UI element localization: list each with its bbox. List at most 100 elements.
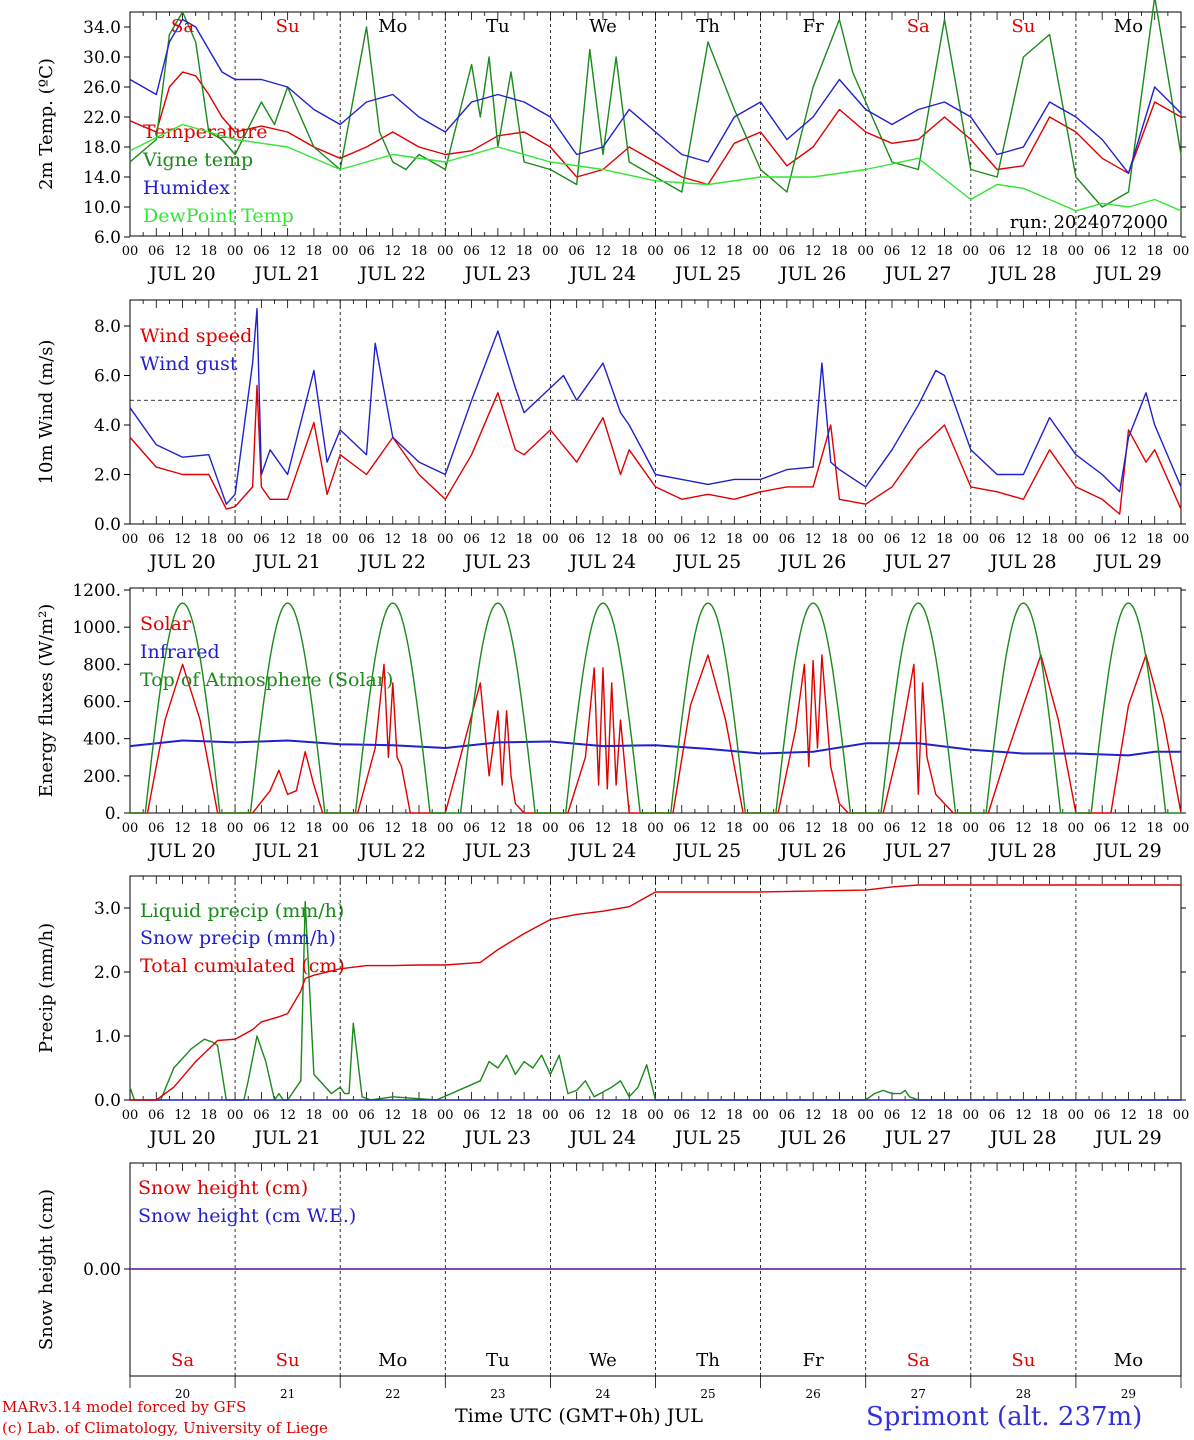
weekday-label: Su: [1011, 16, 1035, 37]
hour-tick-label: 18: [831, 244, 848, 259]
hour-tick-label: 18: [726, 532, 743, 547]
date-label: JUL 26: [778, 840, 846, 862]
hour-tick-label: 06: [358, 1108, 375, 1123]
hour-tick-label: 00: [1068, 1108, 1085, 1123]
bottom-weekday-label: Mo: [378, 1350, 407, 1371]
hour-tick-label: 00: [227, 821, 244, 836]
hour-tick-label: 12: [700, 244, 717, 259]
weekday-label: Sa: [171, 16, 194, 37]
date-label: JUL 26: [778, 551, 846, 573]
hour-tick-label: 18: [1041, 244, 1058, 259]
bottom-day-number: 24: [595, 1387, 611, 1401]
hour-tick-label: 00: [1068, 821, 1085, 836]
hour-tick-label: 18: [411, 532, 428, 547]
hour-tick-label: 12: [805, 532, 822, 547]
date-label: JUL 23: [463, 263, 531, 285]
weekday-label: Mo: [1114, 16, 1143, 37]
bottom-day-number: 27: [911, 1387, 926, 1401]
date-label: JUL 25: [673, 551, 741, 573]
y-tick-label: 600.: [83, 693, 121, 713]
y-tick-label: 30.0: [83, 48, 121, 68]
hour-tick-label: 00: [857, 1108, 874, 1123]
hour-tick-label: 00: [963, 1108, 980, 1123]
lab-credit: (c) Lab. of Climatology, University of L…: [2, 1419, 328, 1437]
hour-tick-label: 00: [963, 244, 980, 259]
date-label: JUL 21: [252, 551, 320, 573]
date-label: JUL 22: [358, 263, 426, 285]
y-axis-title: 10m Wind (m/s): [36, 340, 57, 485]
hour-tick-label: 18: [201, 244, 218, 259]
hour-tick-label: 00: [332, 532, 349, 547]
hour-tick-label: 00: [542, 1108, 559, 1123]
hour-tick-label: 12: [384, 532, 401, 547]
y-tick-label: 1.0: [94, 1027, 121, 1047]
date-label: JUL 27: [883, 840, 951, 862]
weekday-label: Th: [696, 16, 720, 37]
y-tick-label: 3.0: [94, 899, 121, 919]
hour-tick-label: 06: [253, 532, 270, 547]
hour-tick-label: 18: [726, 244, 743, 259]
hour-tick-label: 18: [411, 244, 428, 259]
y-tick-label: 4.0: [94, 416, 121, 436]
bottom-weekday-label: Th: [696, 1350, 720, 1371]
date-label: JUL 22: [358, 1127, 426, 1149]
date-label: JUL 23: [463, 1127, 531, 1149]
series-line-top-of-atmosphere-solar-: [130, 602, 1181, 814]
bottom-weekday-label: Su: [1011, 1350, 1035, 1371]
weekday-label: We: [589, 16, 617, 37]
hour-tick-label: 18: [201, 1108, 218, 1123]
y-tick-label: 2.0: [94, 963, 121, 983]
hour-tick-label: 06: [674, 244, 691, 259]
date-label: JUL 29: [1093, 263, 1161, 285]
hour-tick-label: 12: [279, 1108, 296, 1123]
hour-tick-label: 18: [1041, 532, 1058, 547]
series-line-humidex: [129, 18, 1182, 174]
hour-tick-label: 06: [148, 532, 165, 547]
y-tick-label: 34.0: [83, 18, 121, 38]
run-label: run: 2024072000: [1010, 212, 1168, 233]
hour-tick-label: 00: [1068, 532, 1085, 547]
date-label: JUL 29: [1093, 1127, 1161, 1149]
hour-tick-label: 18: [936, 244, 953, 259]
hour-tick-label: 12: [384, 821, 401, 836]
legend-liquid-precip-mm-h-: Liquid precip (mm/h): [140, 900, 344, 922]
date-label: JUL 22: [358, 840, 426, 862]
hour-tick-label: 06: [463, 1108, 480, 1123]
hour-tick-label: 00: [227, 1108, 244, 1123]
hour-tick-label: 12: [595, 244, 612, 259]
y-tick-label: 1000.: [72, 618, 121, 638]
hour-tick-label: 06: [779, 532, 796, 547]
date-label: JUL 22: [358, 551, 426, 573]
hour-tick-label: 06: [568, 244, 585, 259]
hour-tick-label: 12: [700, 532, 717, 547]
hour-tick-label: 12: [1120, 244, 1137, 259]
legend-snow-precip-mm-h-: Snow precip (mm/h): [140, 927, 336, 949]
hour-tick-label: 06: [358, 821, 375, 836]
weekday-label: Tu: [486, 16, 510, 37]
hour-tick-label: 12: [595, 1108, 612, 1123]
series-line-infrared: [129, 739, 1181, 757]
y-tick-label: 1200.: [72, 581, 121, 601]
y-tick-label: 6.0: [94, 367, 121, 387]
model-credit: MARv3.14 model forced by GFS: [2, 1398, 247, 1416]
hour-tick-label: 18: [1146, 244, 1163, 259]
hour-tick-label: 06: [989, 532, 1006, 547]
hour-tick-label: 12: [910, 821, 927, 836]
hour-tick-label: 18: [1146, 1108, 1163, 1123]
hour-tick-label: 18: [621, 244, 638, 259]
series-line-total-cumulated-cm-: [130, 884, 1181, 1101]
bottom-weekday-label: Tu: [486, 1350, 510, 1371]
hour-tick-label: 00: [437, 244, 454, 259]
bottom-weekday-label: Sa: [907, 1350, 930, 1371]
hour-tick-label: 12: [700, 1108, 717, 1123]
hour-tick-label: 00: [122, 244, 139, 259]
date-label: JUL 27: [883, 263, 951, 285]
y-tick-label: 400.: [83, 730, 121, 750]
hour-tick-label: 06: [674, 1108, 691, 1123]
bottom-weekday-label: Su: [276, 1350, 300, 1371]
series-line-wind-gust: [129, 308, 1182, 505]
legend-vigne-temp: Vigne temp: [142, 149, 253, 171]
hour-tick-label: 00: [1173, 821, 1190, 836]
bottom-weekday-label: Mo: [1114, 1350, 1143, 1371]
hour-tick-label: 18: [831, 821, 848, 836]
